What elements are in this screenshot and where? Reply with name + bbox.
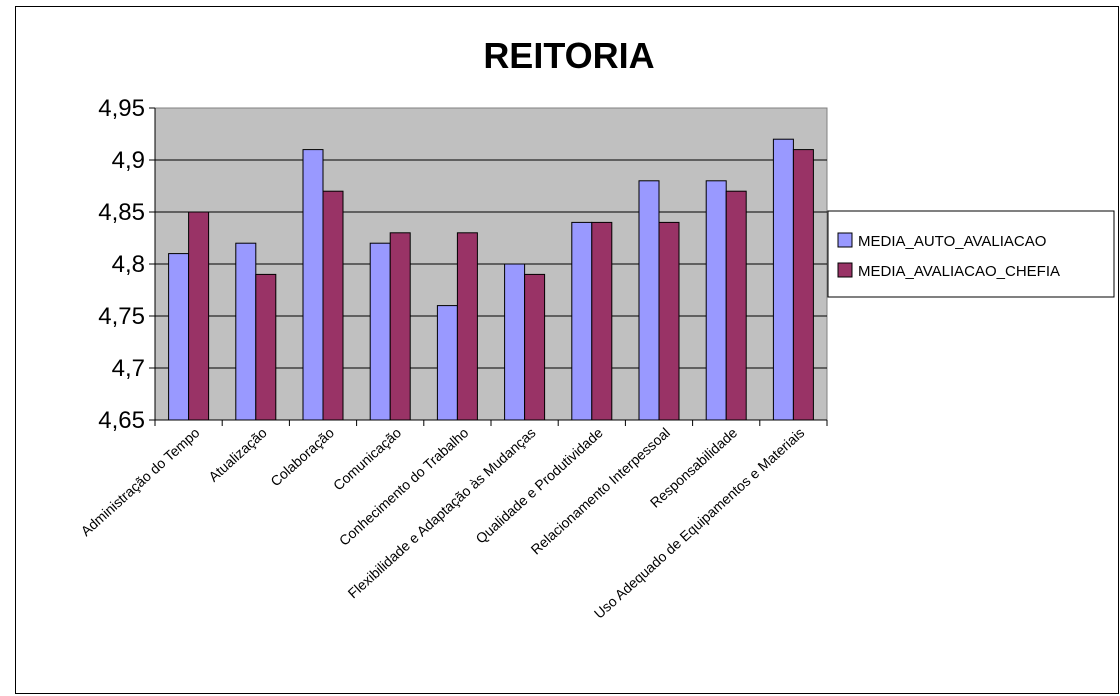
legend-swatch xyxy=(837,262,853,278)
bar-auto-avaliacao xyxy=(638,180,660,421)
bar-avaliacao-chefia xyxy=(591,221,613,421)
bar-avaliacao-chefia xyxy=(658,221,680,421)
bar-auto-avaliacao xyxy=(302,149,324,421)
bar-avaliacao-chefia xyxy=(456,232,478,421)
y-tick-label: 4,65 xyxy=(98,407,145,434)
x-category-label: Comunicação xyxy=(330,424,404,493)
legend: MEDIA_AUTO_AVALIACAO MEDIA_AVALIACAO_CHEF… xyxy=(827,210,1115,298)
axes xyxy=(149,107,828,426)
bar-auto-avaliacao xyxy=(168,253,190,421)
bar-avaliacao-chefia xyxy=(188,211,210,421)
bar-avaliacao-chefia xyxy=(322,190,344,421)
x-category-label: Conhecimento do Trabalho xyxy=(336,424,472,549)
bar-avaliacao-chefia xyxy=(389,232,411,421)
legend-label: MEDIA_AVALIACAO_CHEFIA xyxy=(858,263,1060,280)
x-category-label: Administração do Tempo xyxy=(78,424,203,539)
bar-auto-avaliacao xyxy=(235,242,257,421)
bar-avaliacao-chefia xyxy=(792,149,814,421)
bar-auto-avaliacao xyxy=(504,263,526,421)
y-tick-labels: 4,65 4,7 4,75 4,8 4,85 4,9 4,95 xyxy=(98,95,145,434)
y-tick-label: 4,75 xyxy=(98,303,145,330)
bar-auto-avaliacao xyxy=(571,221,593,421)
y-tick-label: 4,95 xyxy=(98,95,145,122)
x-category-label: Qualidade e Produtividade xyxy=(472,424,605,546)
y-tick-label: 4,9 xyxy=(112,147,145,174)
legend-swatch xyxy=(837,232,853,248)
bar-auto-avaliacao xyxy=(436,305,458,421)
x-category-label: Atualização xyxy=(205,424,270,484)
y-tick-label: 4,85 xyxy=(98,199,145,226)
y-tick-label: 4,7 xyxy=(112,355,145,382)
legend-label: MEDIA_AUTO_AVALIACAO xyxy=(858,233,1046,250)
x-category-label: Relacionamento Interpessoal xyxy=(528,424,673,557)
bar-avaliacao-chefia xyxy=(255,273,277,421)
bar-auto-avaliacao xyxy=(772,138,794,421)
x-category-label: Colaboração xyxy=(267,424,337,489)
legend-box xyxy=(827,210,1115,298)
bar-avaliacao-chefia xyxy=(524,273,546,421)
bar-auto-avaliacao xyxy=(705,180,727,421)
y-tick-label: 4,8 xyxy=(112,251,145,278)
chart-title: REITORIA xyxy=(483,35,654,76)
bar-avaliacao-chefia xyxy=(725,190,747,421)
x-category-labels: Administração do Tempo AtualizaçãoColabor… xyxy=(78,424,808,621)
bar-auto-avaliacao xyxy=(369,242,391,421)
bars xyxy=(168,138,814,421)
